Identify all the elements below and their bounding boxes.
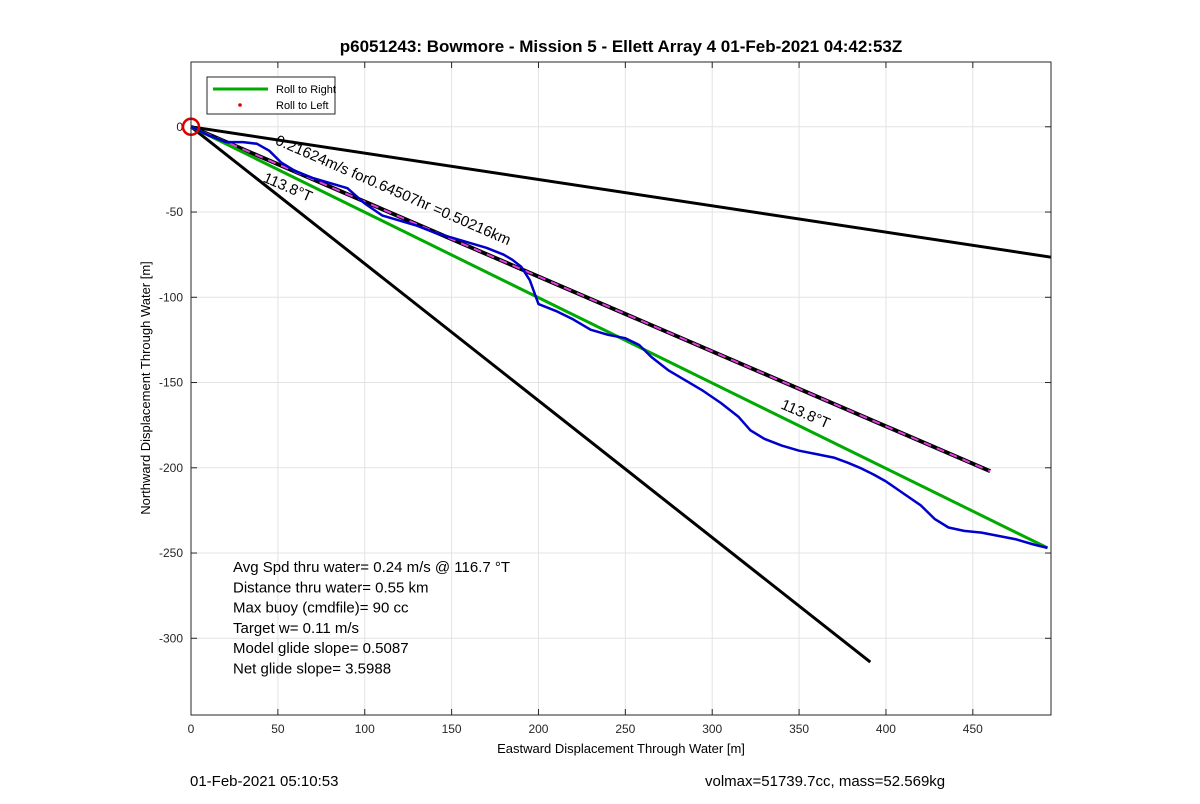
- legend: Roll to Right Roll to Left: [206, 76, 336, 115]
- chart-title: p6051243: Bowmore - Mission 5 - Ellett A…: [340, 37, 903, 56]
- info-line: Distance thru water= 0.55 km: [233, 579, 429, 596]
- y-tick-label: -200: [159, 461, 183, 475]
- x-tick-label: 100: [355, 722, 375, 736]
- y-tick-label: -300: [159, 631, 183, 645]
- y-tick-label: -150: [159, 376, 183, 390]
- x-tick-label: 350: [789, 722, 809, 736]
- x-tick-label: 400: [876, 722, 896, 736]
- x-tick-label: 450: [963, 722, 983, 736]
- plot-background: [191, 62, 1051, 715]
- y-axis-label: Northward Displacement Through Water [m]: [138, 261, 153, 515]
- x-tick-label: 250: [615, 722, 635, 736]
- info-line: Max buoy (cmdfile)= 90 cc: [233, 600, 409, 617]
- info-line: Avg Spd thru water= 0.24 m/s @ 116.7 °T: [233, 559, 510, 576]
- x-tick-label: 0: [188, 722, 195, 736]
- x-axis-label: Eastward Displacement Through Water [m]: [497, 741, 745, 756]
- info-line: Target w= 0.11 m/s: [233, 620, 359, 637]
- footer-volmax-mass: volmax=51739.7cc, mass=52.569kg: [705, 773, 946, 790]
- x-tick-label: 150: [442, 722, 462, 736]
- legend-box: [206, 76, 336, 115]
- legend-label: Roll to Right: [276, 84, 336, 96]
- series-line-cone_upper: [190, 125, 1052, 259]
- y-tick-label: 0: [176, 120, 183, 134]
- y-tick-label: -50: [166, 205, 184, 219]
- y-tick-label: -100: [159, 290, 183, 304]
- legend-swatch-dot: [238, 103, 242, 107]
- y-tick-label: -250: [159, 546, 183, 560]
- series-line-cone_lower: [190, 125, 872, 664]
- plot-area: 0 50 100 150 200 250 300 350 400 450 0 -50 -100 -150 -…: [159, 61, 1052, 736]
- legend-label: Roll to Left: [276, 100, 329, 112]
- series-line-track: [190, 125, 1048, 550]
- info-line: Model glide slope= 0.5087: [233, 640, 409, 657]
- series-line-heading_magenta: [190, 125, 991, 473]
- x-tick-label: 200: [528, 722, 548, 736]
- x-tick-label: 300: [702, 722, 722, 736]
- info-line: Net glide slope= 3.5988: [233, 661, 391, 678]
- footer-timestamp: 01-Feb-2021 05:10:53: [190, 773, 339, 790]
- x-tick-label: 50: [271, 722, 285, 736]
- axes-frame: [190, 61, 1052, 716]
